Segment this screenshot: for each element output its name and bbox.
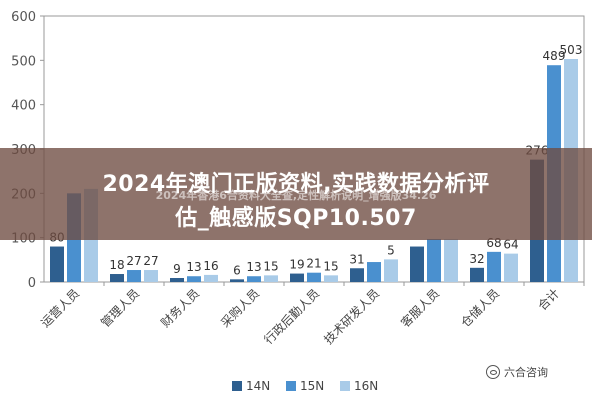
y-tick-label: 500 — [11, 54, 36, 69]
bar — [230, 279, 244, 282]
bar — [427, 238, 441, 282]
category-label: 财务人员 — [158, 286, 203, 331]
bar — [487, 251, 501, 282]
bar — [350, 268, 364, 282]
data-label: 18 — [109, 258, 124, 272]
data-label: 13 — [186, 260, 201, 274]
bar — [504, 253, 518, 282]
watermark: 六合咨询 — [486, 364, 548, 380]
wechat-icon — [486, 365, 500, 379]
bar — [444, 238, 458, 282]
data-label: 6 — [233, 263, 241, 277]
category-label: 技术研发人员 — [321, 286, 383, 348]
bar — [324, 275, 338, 282]
bar — [110, 274, 124, 282]
y-tick-label: 400 — [11, 99, 36, 114]
bar — [264, 275, 278, 282]
bar — [410, 246, 424, 282]
data-label: 64 — [503, 238, 518, 252]
data-label: 15 — [263, 259, 278, 273]
data-label: 5 — [387, 243, 395, 257]
data-label: 15 — [323, 259, 338, 273]
y-tick-label: 0 — [28, 276, 36, 291]
bar — [247, 276, 261, 282]
legend-label: 14N — [246, 379, 270, 393]
data-label: 16 — [203, 259, 218, 273]
title-overlay: 2024年澳门正版资料,实践数据分析评 2024年香港6合资料大全查,定性解析说… — [0, 148, 592, 240]
category-label: 行政后勤人员 — [261, 286, 322, 347]
bar — [290, 273, 304, 282]
data-label: 9 — [173, 262, 181, 276]
bar — [50, 246, 64, 282]
category-label: 管理人员 — [98, 286, 143, 331]
overlay-subtitle: 2024年香港6合资料大全查,定性解析说明_增强版34.26 — [155, 189, 437, 202]
bar — [307, 272, 321, 282]
bar — [204, 274, 218, 282]
category-label: 客服人员 — [398, 286, 443, 331]
overlay-title-line1: 2024年澳门正版资料,实践数据分析评 — [102, 172, 490, 197]
bar — [127, 270, 141, 282]
bar — [384, 259, 398, 282]
y-tick-label: 600 — [11, 10, 36, 25]
data-label: 503 — [560, 43, 583, 57]
bar — [367, 262, 381, 282]
legend-label: 15N — [300, 379, 324, 393]
bar — [170, 278, 184, 282]
category-label: 运营人员 — [38, 286, 82, 330]
category-label: 采购人员 — [218, 286, 263, 331]
bar — [144, 270, 158, 282]
legend-swatch — [340, 381, 350, 391]
data-label: 27 — [143, 254, 158, 268]
data-label: 32 — [469, 252, 484, 266]
category-label: 仓储人员 — [458, 286, 503, 331]
legend-label: 16N — [354, 379, 378, 393]
bar — [187, 276, 201, 282]
legend-swatch — [286, 381, 296, 391]
data-label: 21 — [306, 257, 321, 271]
data-label: 19 — [289, 258, 304, 272]
data-label: 489 — [543, 49, 566, 63]
category-label: 合计 — [535, 286, 563, 314]
legend-swatch — [232, 381, 242, 391]
data-label: 31 — [349, 252, 364, 266]
watermark-text: 六合咨询 — [504, 366, 548, 379]
data-label: 27 — [126, 254, 141, 268]
data-label: 13 — [246, 260, 261, 274]
bar — [470, 267, 484, 282]
overlay-title-line2: 估_触感版SQP10.507 — [175, 206, 417, 231]
